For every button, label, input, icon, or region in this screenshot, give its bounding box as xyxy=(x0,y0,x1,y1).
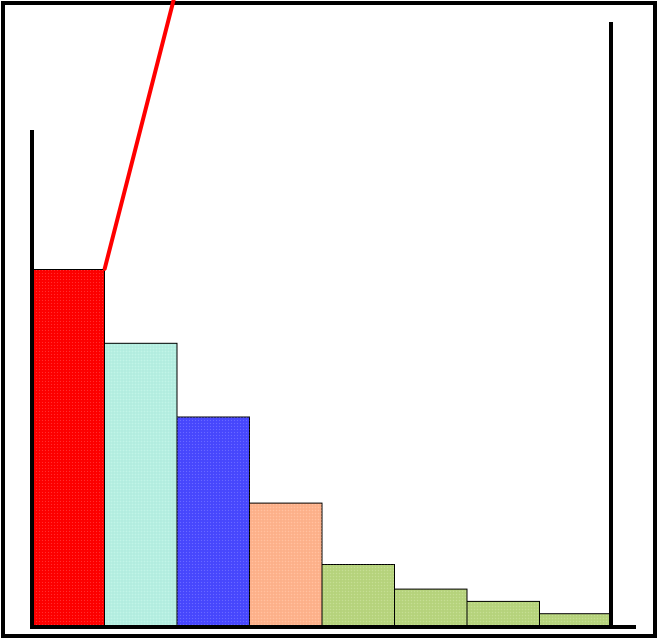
bar-1-texture xyxy=(32,270,105,627)
cumulative-point-1 xyxy=(103,268,106,271)
bar-6-texture xyxy=(395,589,468,626)
bar-4-texture xyxy=(250,503,323,626)
cumulative-line-layer xyxy=(103,0,614,271)
bar-2-texture xyxy=(105,343,178,626)
bars-layer xyxy=(32,270,612,627)
bar-3-texture xyxy=(177,417,250,626)
bar-8-texture xyxy=(540,614,613,626)
bar-5-texture xyxy=(322,565,395,627)
bar-7-texture xyxy=(467,601,540,626)
cumulative-line xyxy=(105,0,613,270)
